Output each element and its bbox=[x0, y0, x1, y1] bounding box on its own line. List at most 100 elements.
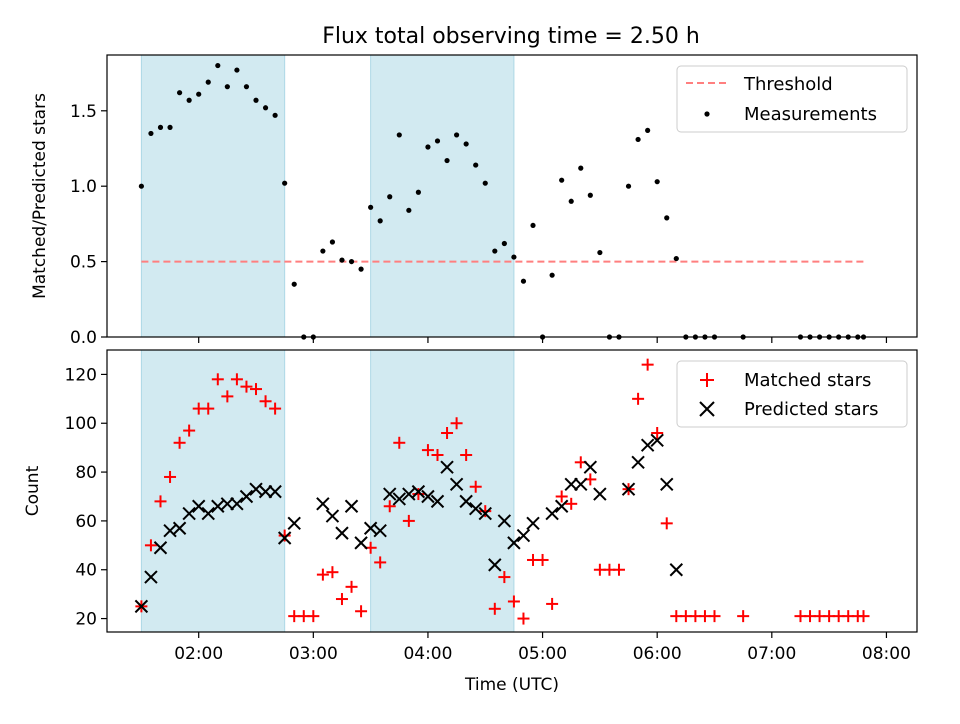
matched-star-point bbox=[173, 436, 186, 449]
predicted-stars-points bbox=[134, 433, 683, 614]
matched-star-point bbox=[421, 444, 434, 457]
predicted-star-point bbox=[507, 536, 521, 550]
matched-star-point bbox=[469, 480, 482, 493]
predicted-star-point bbox=[440, 460, 454, 474]
predicted-star-point bbox=[574, 477, 588, 491]
predicted-star-point bbox=[258, 484, 273, 499]
measurement-point bbox=[291, 281, 297, 287]
predicted-star-point bbox=[621, 482, 636, 496]
matched-star-point bbox=[345, 580, 358, 593]
predicted-star-point bbox=[459, 494, 473, 509]
x-tick-label: 08:00 bbox=[862, 644, 911, 664]
measurement-point bbox=[157, 124, 164, 130]
measurement-point bbox=[463, 141, 469, 147]
matched-star-point bbox=[269, 402, 282, 415]
matched-star-point bbox=[259, 395, 272, 408]
matched-star-point bbox=[479, 505, 492, 518]
y-tick-label: 0.5 bbox=[70, 253, 97, 273]
y-tick-label: 120 bbox=[65, 365, 97, 385]
matched-star-point bbox=[393, 436, 406, 449]
matched-star-point bbox=[374, 556, 387, 569]
predicted-star-point bbox=[545, 506, 559, 521]
measurement-point bbox=[348, 258, 355, 265]
predicted-star-point bbox=[468, 501, 483, 516]
measurement-point bbox=[453, 132, 460, 138]
matched-star-point bbox=[536, 553, 549, 566]
predicted-star-point bbox=[373, 523, 387, 538]
x-tick-label: 03:00 bbox=[289, 644, 338, 664]
predicted-star-point bbox=[239, 489, 254, 504]
predicted-star-point bbox=[650, 433, 664, 448]
measurement-point bbox=[339, 257, 345, 263]
matched-stars-points bbox=[135, 358, 870, 625]
x-tick-label: 04:00 bbox=[403, 644, 452, 664]
measurement-point bbox=[492, 248, 498, 254]
legend-predicted-swatch bbox=[699, 401, 715, 417]
measurement-point bbox=[329, 239, 336, 245]
shaded-interval bbox=[370, 349, 515, 633]
measurement-point bbox=[243, 84, 250, 90]
measurement-point bbox=[377, 218, 383, 224]
matched-star-point bbox=[488, 602, 501, 615]
matched-star-point bbox=[641, 358, 654, 371]
measurement-point bbox=[501, 240, 507, 247]
bottom-y-ticks: 20 40 60 80 100 120 bbox=[65, 365, 107, 630]
top-legend-box bbox=[676, 65, 908, 133]
y-tick-label: 60 bbox=[75, 512, 97, 532]
measurement-point bbox=[568, 198, 574, 204]
top-axes-frame bbox=[106, 54, 918, 338]
predicted-star-point bbox=[153, 541, 168, 555]
matched-star-point bbox=[402, 514, 415, 527]
predicted-star-point bbox=[497, 514, 512, 528]
bottom-panel: 20 40 60 80 100 120 02:00 03:00 04:00 05:00 06:00… bbox=[23, 349, 918, 695]
matched-star-point bbox=[460, 448, 473, 461]
measurement-point bbox=[587, 192, 593, 198]
top-x-ticks bbox=[198, 337, 888, 343]
bottom-shaded-intervals bbox=[140, 349, 515, 633]
legend-measurements-swatch bbox=[704, 111, 710, 117]
matched-star-point bbox=[431, 448, 444, 461]
measurement-point bbox=[215, 62, 221, 69]
bottom-axes-frame bbox=[106, 349, 918, 633]
measurement-point bbox=[282, 180, 288, 186]
matched-star-point bbox=[737, 610, 750, 623]
measurement-point bbox=[320, 248, 326, 254]
x-tick-label: 05:00 bbox=[518, 644, 567, 664]
matched-star-point bbox=[250, 383, 263, 396]
top-panel: 0.0 0.5 1.0 1.5 Matched/Predicted stars Thr… bbox=[30, 54, 918, 348]
predicted-star-point bbox=[564, 477, 578, 491]
predicted-star-point bbox=[392, 492, 406, 506]
predicted-star-point bbox=[201, 506, 215, 521]
matched-star-point bbox=[632, 392, 645, 405]
top-y-ticks: 0.0 0.5 1.0 1.5 bbox=[70, 102, 107, 348]
predicted-star-point bbox=[134, 599, 149, 614]
predicted-star-point bbox=[449, 477, 464, 491]
y-tick-label: 1.0 bbox=[70, 177, 97, 197]
matched-star-point bbox=[555, 490, 568, 503]
shaded-interval bbox=[140, 54, 286, 338]
measurement-point bbox=[635, 136, 641, 143]
matched-star-point bbox=[183, 424, 196, 437]
matched-star-point bbox=[144, 539, 157, 552]
predicted-star-point bbox=[526, 516, 540, 531]
predicted-star-point bbox=[640, 438, 655, 452]
measurement-point bbox=[167, 124, 173, 130]
measurement-point bbox=[262, 105, 269, 111]
bottom-legend: Matched stars Predicted stars bbox=[676, 360, 908, 428]
matched-star-point bbox=[450, 417, 463, 430]
matched-star-point bbox=[221, 390, 234, 403]
measurement-point bbox=[234, 67, 240, 73]
measurement-point bbox=[368, 204, 374, 210]
measurement-point bbox=[559, 177, 565, 183]
matched-star-point bbox=[517, 612, 530, 625]
predicted-star-point bbox=[268, 484, 282, 499]
matched-star-point bbox=[355, 605, 368, 618]
measurement-point bbox=[444, 157, 450, 164]
measurement-point bbox=[645, 127, 651, 134]
measurement-point bbox=[205, 79, 211, 85]
bottom-y-axis-label: Count bbox=[23, 465, 43, 516]
measurement-point bbox=[434, 138, 441, 144]
measurement-point bbox=[578, 165, 584, 171]
predicted-star-point bbox=[430, 494, 445, 509]
predicted-star-point bbox=[220, 497, 235, 511]
